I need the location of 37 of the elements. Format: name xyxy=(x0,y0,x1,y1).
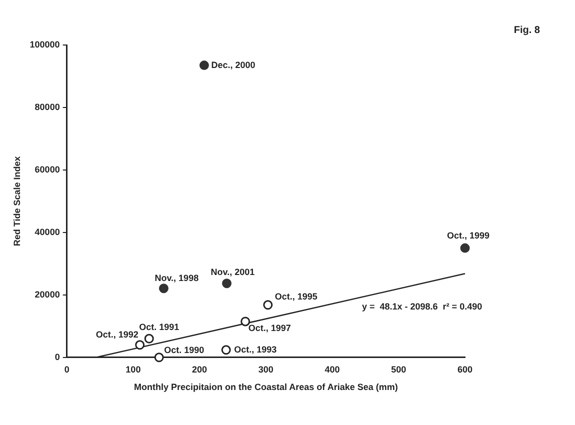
point xyxy=(221,345,231,355)
annotation: Dec., 2000 xyxy=(211,60,256,70)
point xyxy=(154,352,164,362)
y-axis-title: Red Tide Scale Index xyxy=(12,156,22,246)
point xyxy=(158,284,168,294)
annotation: Oct., 1992 xyxy=(96,329,138,340)
point xyxy=(199,60,209,70)
point xyxy=(460,243,470,253)
y-tick-label: 40000 xyxy=(34,226,60,237)
annotation: Oct., 1995 xyxy=(274,291,318,302)
x-tick-label: 300 xyxy=(258,364,274,374)
y-tick-label: 60000 xyxy=(34,164,60,174)
point xyxy=(144,334,154,344)
annotation: Nov., 1998 xyxy=(154,272,199,283)
point xyxy=(135,340,145,350)
point xyxy=(222,278,232,288)
x-axis-title: Monthly Precipitaion on the Coastal Areas of Ariake Sea (mm) xyxy=(134,382,398,392)
y-tick-label: 80000 xyxy=(34,102,60,112)
x-tick-label: 500 xyxy=(391,364,406,374)
x-tick-label: 200 xyxy=(192,364,208,374)
text: Fig. 8 xyxy=(514,24,540,36)
y-tick-label: 100000 xyxy=(30,39,60,50)
point xyxy=(263,300,273,310)
annotation: Oct., 1999 xyxy=(447,230,490,241)
x-tick-label: 400 xyxy=(324,364,340,374)
x-tick-label: 0 xyxy=(64,364,70,374)
annotation: Oct., 1993 xyxy=(234,344,277,354)
annotation: Oct. 1991 xyxy=(139,322,180,332)
point xyxy=(240,316,250,326)
y-tick-label: 0 xyxy=(54,352,60,362)
annotation: Nov., 2001 xyxy=(210,266,255,277)
y-tick-label: 20000 xyxy=(34,289,60,300)
x-tick-label: 600 xyxy=(457,364,473,374)
annotation: Oct., 1997 xyxy=(248,322,291,333)
x-tick-label: 100 xyxy=(126,364,141,374)
annotation: y = 48.1x - 2098.6 r² = 0.490 xyxy=(362,301,482,312)
annotation: Oct. 1990 xyxy=(164,344,204,355)
